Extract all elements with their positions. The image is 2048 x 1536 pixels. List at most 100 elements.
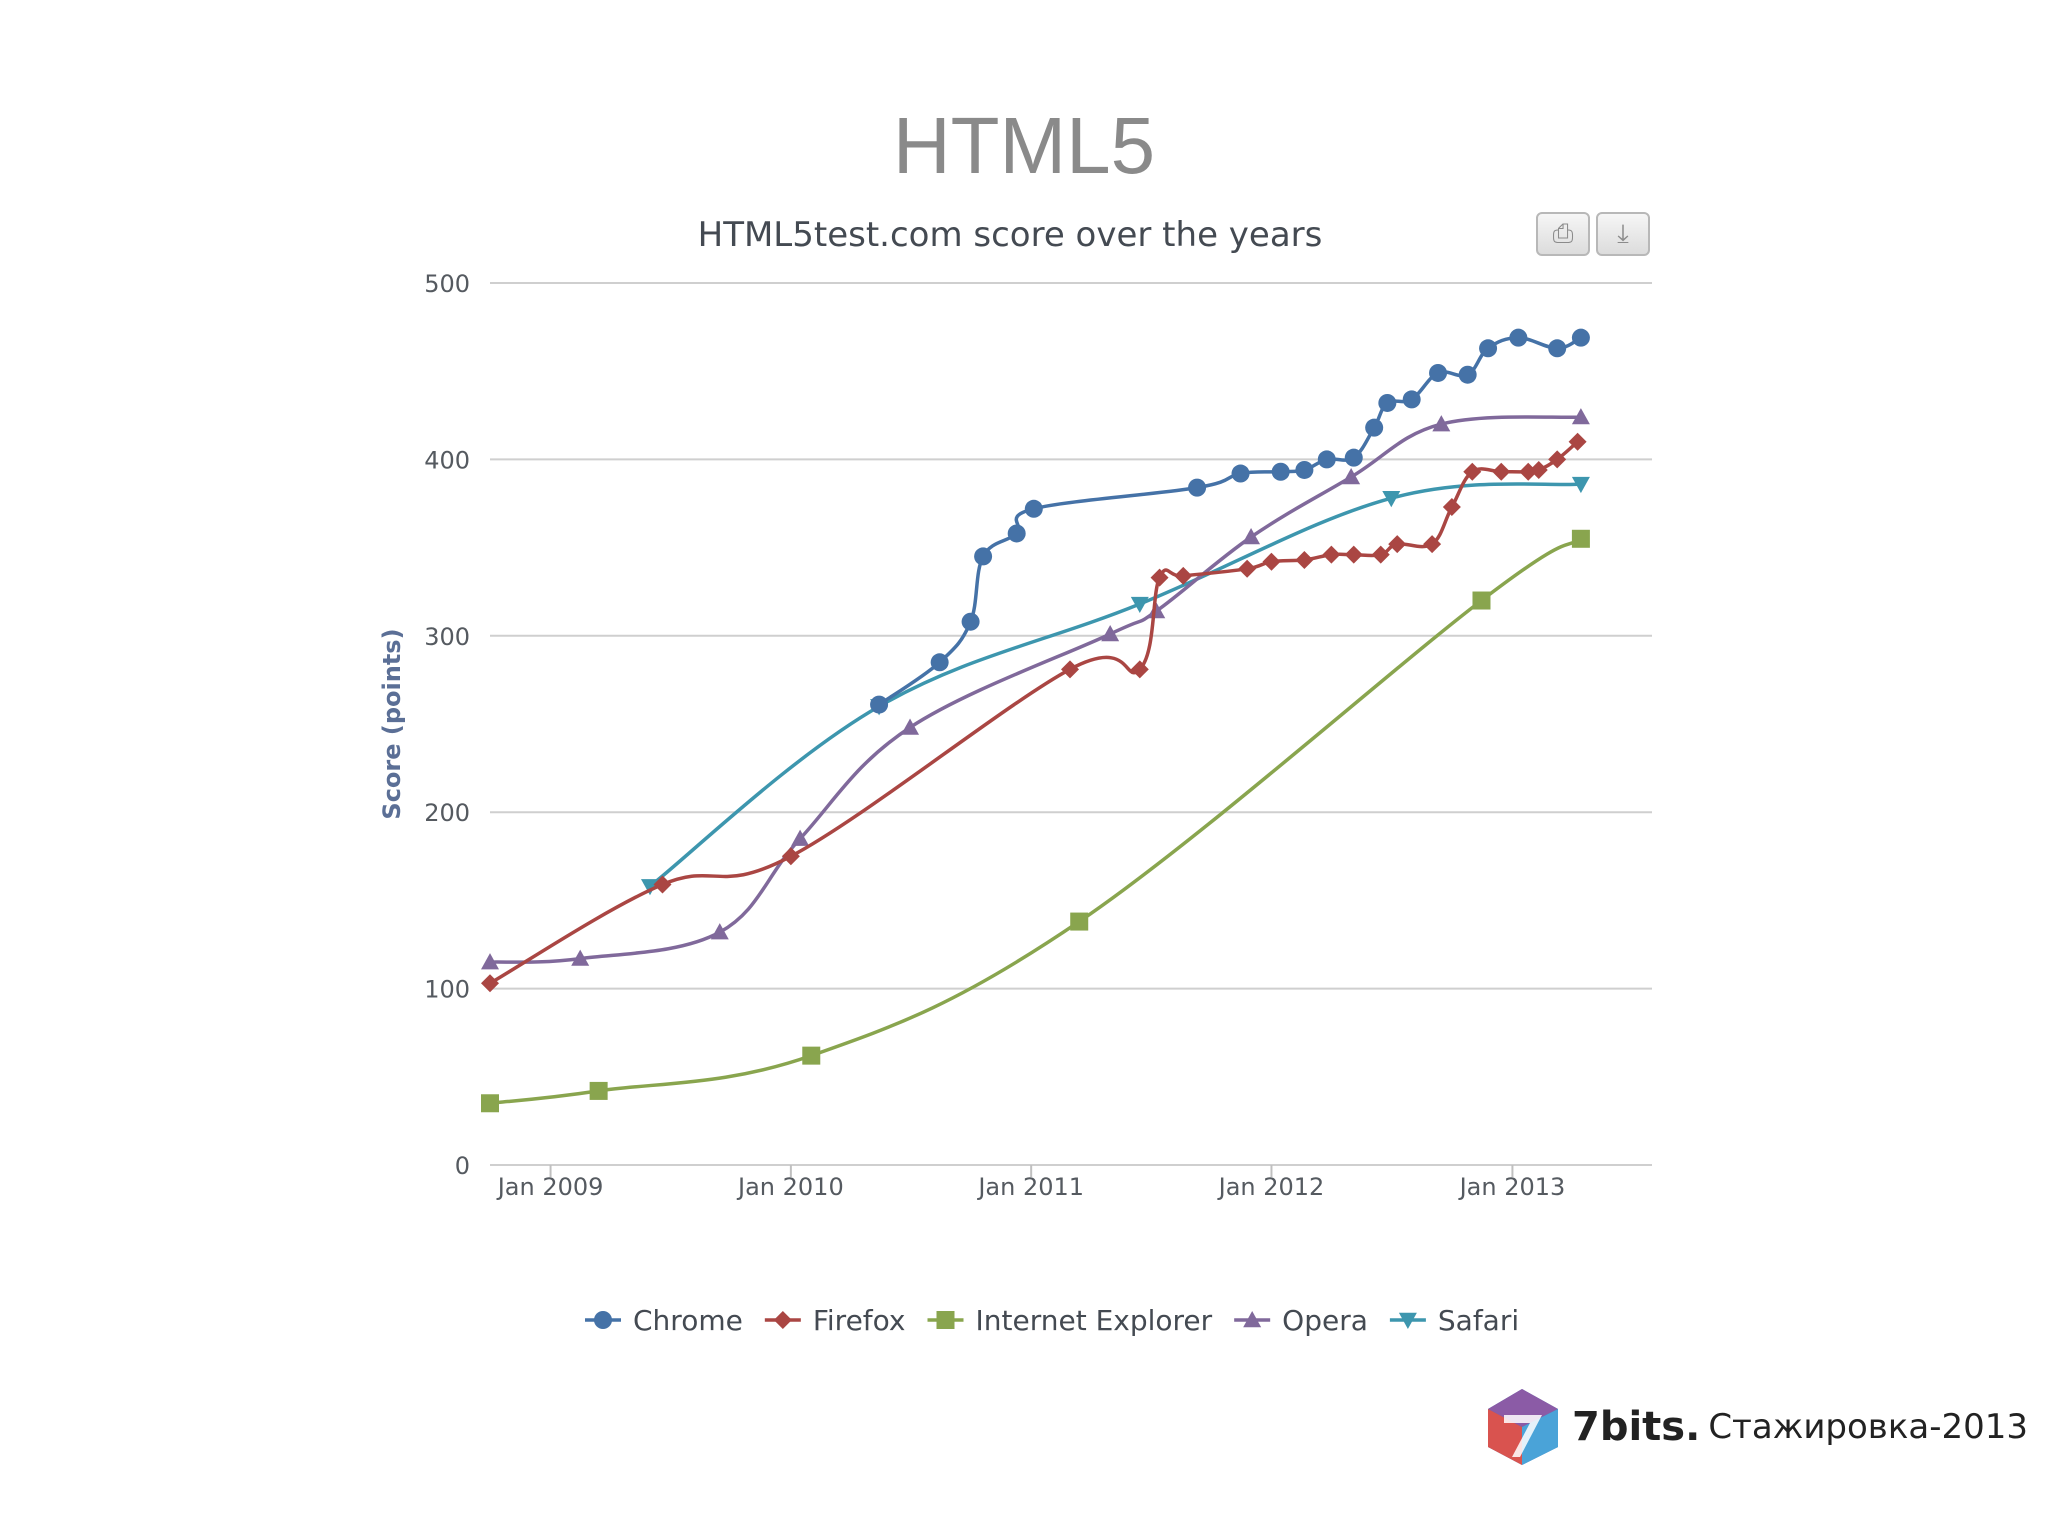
data-point-opera xyxy=(1342,468,1361,485)
legend-marker xyxy=(594,1311,612,1329)
x-tick-label: Jan 2009 xyxy=(496,1173,604,1201)
data-point-firefox xyxy=(1492,462,1511,481)
data-point-firefox xyxy=(1548,450,1567,469)
legend-item-firefox: Firefox xyxy=(764,1304,906,1337)
data-point-firefox xyxy=(653,875,672,894)
data-point-chrome xyxy=(1231,464,1250,483)
legend-marker xyxy=(1243,1311,1262,1328)
data-point-firefox xyxy=(1442,498,1461,517)
brand-name: 7bits. xyxy=(1572,1404,1701,1450)
data-point-firefox xyxy=(1388,535,1407,554)
data-point-opera xyxy=(481,953,499,970)
data-point-firefox xyxy=(1262,552,1281,571)
data-point-chrome xyxy=(1429,363,1448,382)
data-point-firefox xyxy=(1130,660,1149,679)
data-point-chrome xyxy=(1479,339,1498,358)
data-point-firefox xyxy=(1568,432,1587,451)
data-point-firefox xyxy=(1061,660,1080,679)
data-point-opera xyxy=(901,718,920,735)
series-line-opera xyxy=(489,415,1581,964)
legend-label: Chrome xyxy=(633,1304,743,1337)
series-opera xyxy=(481,408,1590,970)
series-layer xyxy=(481,328,1590,1113)
legend: Chrome Firefox Internet Explorer Opera Safar… xyxy=(585,1304,1519,1337)
y-tick-label: 0 xyxy=(455,1152,470,1180)
data-point-chrome xyxy=(1317,450,1336,469)
data-point-opera xyxy=(1101,625,1120,642)
series-line-safari xyxy=(648,482,1582,888)
axis-layer: 0 100 200 300 400 500 Jan 2009 Jan 2010 Jan 2011… xyxy=(424,270,1565,1201)
legend-label: Internet Explorer xyxy=(976,1304,1213,1337)
print-button[interactable]: ⎙ xyxy=(1536,212,1590,256)
export-button[interactable]: ⤓ xyxy=(1596,212,1650,256)
series-line-firefox xyxy=(489,440,1579,985)
data-point-chrome xyxy=(870,695,889,714)
data-point-internet-explorer xyxy=(481,1094,499,1113)
y-tick-label: 300 xyxy=(424,623,470,651)
series-line-chrome xyxy=(878,335,1582,707)
data-point-firefox xyxy=(1238,559,1257,578)
y-tick-label: 100 xyxy=(424,976,470,1004)
legend-label: Safari xyxy=(1438,1304,1519,1337)
data-point-firefox xyxy=(1322,545,1341,564)
data-point-firefox xyxy=(1295,550,1314,569)
data-point-chrome xyxy=(1571,328,1590,347)
data-point-chrome xyxy=(1378,393,1397,412)
data-point-chrome xyxy=(1188,478,1207,497)
data-point-chrome xyxy=(1024,499,1043,518)
chart-title: HTML5test.com score over the years xyxy=(698,215,1323,255)
legend-item-safari: Safari xyxy=(1389,1304,1519,1337)
brand: 7bits. Стажировка-2013 xyxy=(1480,1382,2028,1472)
data-point-safari xyxy=(640,879,659,896)
data-point-internet-explorer xyxy=(1472,591,1491,610)
data-point-chrome xyxy=(930,653,949,672)
series-internet-explorer xyxy=(481,529,1590,1113)
data-point-opera xyxy=(1147,602,1166,619)
data-point-chrome xyxy=(1271,462,1290,481)
data-point-chrome xyxy=(1007,524,1026,543)
y-tick-label: 400 xyxy=(424,446,470,474)
data-point-opera xyxy=(1432,415,1451,432)
grid-layer xyxy=(490,282,1652,1166)
x-tick-label: Jan 2011 xyxy=(976,1173,1084,1201)
data-point-chrome xyxy=(1295,460,1314,479)
y-tick-label: 500 xyxy=(424,270,470,298)
data-point-opera xyxy=(710,923,729,940)
data-point-opera xyxy=(571,949,590,966)
legend-marker xyxy=(773,1311,792,1329)
download-icon: ⤓ xyxy=(1617,218,1629,248)
data-point-chrome xyxy=(961,612,980,631)
data-point-firefox xyxy=(1423,535,1442,554)
data-point-internet-explorer xyxy=(1571,529,1590,548)
data-point-firefox xyxy=(1371,545,1390,564)
data-point-internet-explorer xyxy=(1070,912,1089,931)
slide-title: HTML5 xyxy=(892,101,1156,190)
data-point-firefox xyxy=(1344,545,1363,564)
data-point-opera xyxy=(1242,528,1261,545)
brand-subtitle: Стажировка-2013 xyxy=(1708,1407,2029,1447)
data-point-chrome xyxy=(1509,328,1528,347)
data-point-firefox xyxy=(1150,568,1169,587)
series-line-internet-explorer xyxy=(489,537,1582,1106)
data-point-chrome xyxy=(1458,365,1477,384)
legend-marker xyxy=(1398,1312,1417,1329)
data-point-chrome xyxy=(974,547,993,566)
data-point-opera xyxy=(791,829,810,846)
data-point-internet-explorer xyxy=(802,1046,821,1065)
data-point-firefox xyxy=(1463,462,1482,481)
y-tick-label: 200 xyxy=(424,799,470,827)
data-point-firefox xyxy=(1174,566,1193,585)
data-point-chrome xyxy=(1402,390,1421,409)
series-chrome xyxy=(870,328,1590,714)
x-tick-label: Jan 2013 xyxy=(1458,1173,1566,1201)
7bits-logo-icon xyxy=(1488,1389,1558,1465)
data-point-safari xyxy=(1382,491,1401,508)
y-axis-label: Score (points) xyxy=(378,628,406,819)
data-point-chrome xyxy=(1344,448,1363,467)
x-tick-label: Jan 2010 xyxy=(736,1173,844,1201)
legend-marker xyxy=(936,1311,955,1329)
x-tick-label: Jan 2012 xyxy=(1217,1173,1325,1201)
data-point-chrome xyxy=(1548,339,1567,358)
series-firefox xyxy=(481,432,1587,993)
